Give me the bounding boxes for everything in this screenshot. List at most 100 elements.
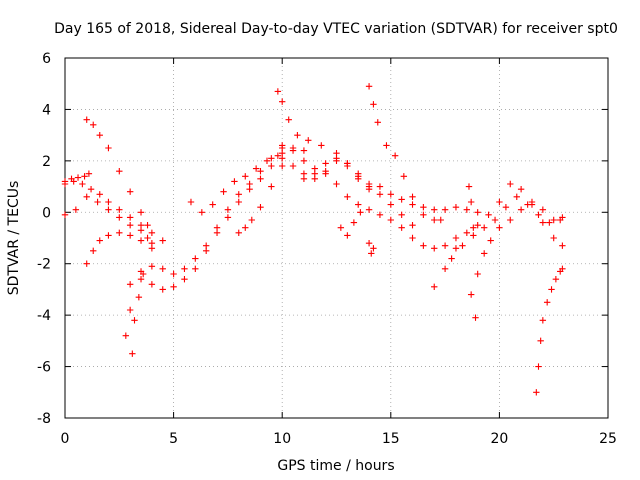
data-point (248, 216, 255, 224)
data-point (480, 224, 488, 231)
series-arc-11 (274, 88, 373, 188)
y-tick-label: 2 (42, 154, 51, 170)
y-tick-label: -6 (37, 360, 51, 376)
data-point (370, 245, 377, 252)
data-point (257, 167, 264, 175)
data-point (474, 221, 481, 229)
data-point (524, 201, 531, 208)
data-point (470, 224, 477, 231)
data-point (159, 265, 166, 273)
series-arc-12 (279, 147, 460, 252)
data-point (144, 221, 151, 229)
data-point (528, 198, 536, 206)
data-point (242, 173, 249, 180)
data-point (83, 193, 90, 201)
data-point (268, 155, 275, 162)
data-point (374, 119, 381, 126)
data-point (137, 275, 145, 283)
series-arc-8 (137, 149, 286, 293)
data-point (539, 219, 547, 226)
data-point (376, 183, 384, 190)
data-point (398, 211, 405, 219)
data-point (398, 224, 405, 231)
data-point (126, 281, 134, 288)
data-point (474, 209, 481, 216)
data-point (137, 268, 145, 275)
data-point (137, 237, 145, 244)
data-point (300, 147, 308, 154)
y-tick-label: 6 (42, 51, 51, 67)
data-point (235, 198, 242, 206)
data-point (137, 221, 145, 229)
data-point (344, 232, 351, 239)
data-point (470, 232, 477, 239)
data-point (543, 299, 551, 306)
data-point (135, 293, 143, 301)
data-point (517, 185, 525, 193)
y-tick-label: -2 (37, 257, 51, 273)
plot-frame (64, 57, 609, 419)
data-point (441, 265, 449, 273)
data-point (170, 283, 177, 291)
data-point (448, 255, 455, 262)
data-point (126, 232, 134, 239)
data-point (305, 137, 312, 144)
data-point (105, 198, 112, 206)
data-point (485, 211, 492, 219)
series-arc-16 (365, 83, 444, 224)
data-point (311, 170, 318, 177)
data-point (537, 337, 544, 345)
data-point (463, 229, 471, 237)
data-point (300, 157, 308, 165)
data-point (452, 203, 460, 211)
data-point (467, 198, 475, 206)
data-point (559, 265, 566, 273)
data-points (61, 83, 566, 396)
data-point (502, 203, 510, 211)
data-point (126, 306, 134, 314)
data-point (279, 98, 286, 105)
data-point (96, 191, 103, 198)
data-point (533, 389, 540, 396)
data-point (198, 209, 206, 216)
data-point (279, 144, 286, 152)
series-arc-10 (235, 144, 308, 237)
data-point (365, 83, 373, 90)
data-point (268, 183, 275, 190)
x-tick-label: 15 (382, 431, 400, 447)
data-point (116, 206, 123, 213)
data-point (370, 101, 377, 108)
y-axis-label: SDTVAR / TECUs (6, 181, 22, 296)
data-point (452, 245, 460, 252)
data-point (192, 255, 199, 262)
data-point (550, 234, 557, 242)
data-point (535, 211, 542, 219)
data-point (487, 237, 494, 244)
data-point (365, 206, 373, 213)
data-point (209, 201, 216, 208)
data-point (220, 188, 227, 195)
y-tick-label: -4 (37, 308, 51, 324)
data-point (289, 147, 297, 154)
data-point (513, 193, 520, 201)
data-point (383, 142, 390, 149)
data-point (242, 224, 249, 231)
data-point (79, 180, 86, 188)
data-point (148, 281, 156, 288)
series-arc-17 (365, 239, 377, 257)
data-point (398, 196, 405, 203)
data-point (322, 167, 329, 175)
series-arc-20 (467, 198, 566, 298)
data-point (181, 275, 188, 283)
data-point (376, 191, 384, 198)
data-point (355, 175, 362, 183)
data-point (83, 116, 90, 123)
data-point (126, 214, 134, 221)
data-point (463, 206, 471, 213)
data-point (105, 144, 112, 152)
y-tick-label: 0 (42, 205, 51, 221)
data-point (465, 183, 473, 190)
x-tick-label: 20 (490, 431, 508, 447)
data-point (131, 317, 138, 324)
